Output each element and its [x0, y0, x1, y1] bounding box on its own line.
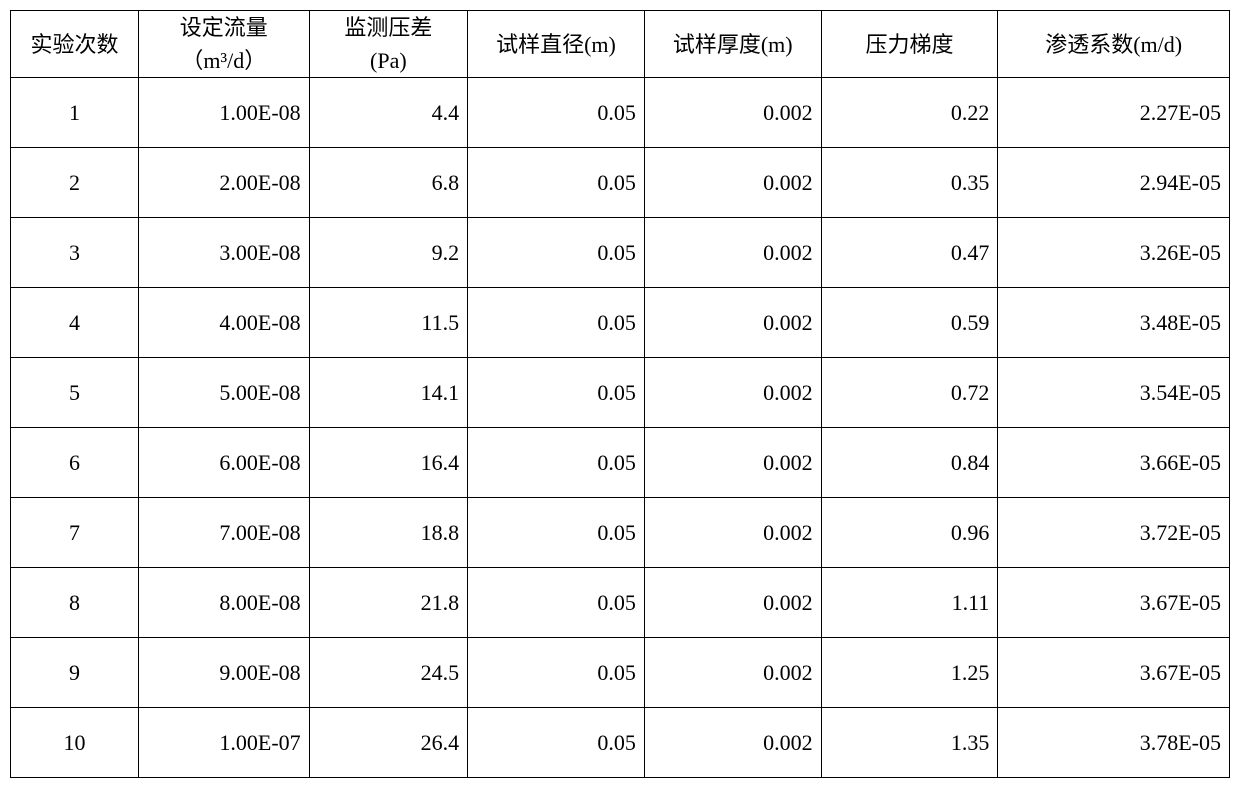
table-cell: 26.4 — [309, 708, 467, 778]
col-header-sample-thickness: 试样厚度(m) — [644, 11, 821, 78]
table-cell: 1.25 — [821, 638, 998, 708]
table-cell: 7 — [11, 498, 139, 568]
table-cell: 1.00E-08 — [138, 78, 309, 148]
table-row: 44.00E-0811.50.050.0020.593.48E-05 — [11, 288, 1230, 358]
col-header-pressure-gradient: 压力梯度 — [821, 11, 998, 78]
table-cell: 8 — [11, 568, 139, 638]
col-header-experiment-count: 实验次数 — [11, 11, 139, 78]
table-cell: 0.47 — [821, 218, 998, 288]
table-cell: 0.96 — [821, 498, 998, 568]
table-cell: 3.78E-05 — [998, 708, 1230, 778]
table-cell: 1.00E-07 — [138, 708, 309, 778]
table-cell: 1 — [11, 78, 139, 148]
table-cell: 18.8 — [309, 498, 467, 568]
table-row: 99.00E-0824.50.050.0021.253.67E-05 — [11, 638, 1230, 708]
table-cell: 0.05 — [468, 78, 645, 148]
table-cell: 0.002 — [644, 148, 821, 218]
table-cell: 2 — [11, 148, 139, 218]
table-cell: 4.4 — [309, 78, 467, 148]
table-cell: 0.05 — [468, 638, 645, 708]
table-cell: 9.00E-08 — [138, 638, 309, 708]
table-cell: 0.05 — [468, 358, 645, 428]
table-cell: 3.26E-05 — [998, 218, 1230, 288]
table-cell: 3.48E-05 — [998, 288, 1230, 358]
table-cell: 2.00E-08 — [138, 148, 309, 218]
table-cell: 0.05 — [468, 288, 645, 358]
table-cell: 2.27E-05 — [998, 78, 1230, 148]
col-header-pressure-diff: 监测压差(Pa) — [309, 11, 467, 78]
table-cell: 3.72E-05 — [998, 498, 1230, 568]
table-cell: 4.00E-08 — [138, 288, 309, 358]
table-cell: 24.5 — [309, 638, 467, 708]
table-row: 33.00E-089.20.050.0020.473.26E-05 — [11, 218, 1230, 288]
table-cell: 3.00E-08 — [138, 218, 309, 288]
table-cell: 9.2 — [309, 218, 467, 288]
table-cell: 16.4 — [309, 428, 467, 498]
table-cell: 10 — [11, 708, 139, 778]
table-cell: 0.002 — [644, 288, 821, 358]
table-cell: 5.00E-08 — [138, 358, 309, 428]
table-cell: 0.72 — [821, 358, 998, 428]
table-cell: 3 — [11, 218, 139, 288]
table-cell: 0.05 — [468, 498, 645, 568]
table-cell: 1.11 — [821, 568, 998, 638]
table-row: 88.00E-0821.80.050.0021.113.67E-05 — [11, 568, 1230, 638]
table-cell: 7.00E-08 — [138, 498, 309, 568]
table-cell: 3.54E-05 — [998, 358, 1230, 428]
table-cell: 8.00E-08 — [138, 568, 309, 638]
col-header-sample-diameter: 试样直径(m) — [468, 11, 645, 78]
table-cell: 0.002 — [644, 358, 821, 428]
table-cell: 0.002 — [644, 638, 821, 708]
header-row: 实验次数 设定流量（m³/d） 监测压差(Pa) 试样直径(m) 试样厚度(m)… — [11, 11, 1230, 78]
table-cell: 0.002 — [644, 428, 821, 498]
table-cell: 11.5 — [309, 288, 467, 358]
table-cell: 3.67E-05 — [998, 638, 1230, 708]
col-header-permeability: 渗透系数(m/d) — [998, 11, 1230, 78]
table-cell: 0.05 — [468, 148, 645, 218]
table-row: 55.00E-0814.10.050.0020.723.54E-05 — [11, 358, 1230, 428]
table-cell: 6 — [11, 428, 139, 498]
table-cell: 0.59 — [821, 288, 998, 358]
table-cell: 21.8 — [309, 568, 467, 638]
col-header-set-flow: 设定流量（m³/d） — [138, 11, 309, 78]
table-cell: 0.05 — [468, 218, 645, 288]
table-cell: 0.002 — [644, 708, 821, 778]
table-cell: 3.66E-05 — [998, 428, 1230, 498]
table-cell: 0.05 — [468, 428, 645, 498]
table-header: 实验次数 设定流量（m³/d） 监测压差(Pa) 试样直径(m) 试样厚度(m)… — [11, 11, 1230, 78]
table-cell: 9 — [11, 638, 139, 708]
table-cell: 0.002 — [644, 78, 821, 148]
table-row: 66.00E-0816.40.050.0020.843.66E-05 — [11, 428, 1230, 498]
table-cell: 0.002 — [644, 568, 821, 638]
table-cell: 0.05 — [468, 568, 645, 638]
table-cell: 5 — [11, 358, 139, 428]
table-cell: 4 — [11, 288, 139, 358]
table-cell: 0.84 — [821, 428, 998, 498]
table-cell: 0.22 — [821, 78, 998, 148]
table-cell: 1.35 — [821, 708, 998, 778]
experiment-data-table: 实验次数 设定流量（m³/d） 监测压差(Pa) 试样直径(m) 试样厚度(m)… — [10, 10, 1230, 778]
table-cell: 0.35 — [821, 148, 998, 218]
table-cell: 14.1 — [309, 358, 467, 428]
table-row: 77.00E-0818.80.050.0020.963.72E-05 — [11, 498, 1230, 568]
table-cell: 6.8 — [309, 148, 467, 218]
table-row: 101.00E-0726.40.050.0021.353.78E-05 — [11, 708, 1230, 778]
table-cell: 0.05 — [468, 708, 645, 778]
table-cell: 0.002 — [644, 218, 821, 288]
table-cell: 3.67E-05 — [998, 568, 1230, 638]
table-cell: 2.94E-05 — [998, 148, 1230, 218]
table-cell: 0.002 — [644, 498, 821, 568]
table-row: 11.00E-084.40.050.0020.222.27E-05 — [11, 78, 1230, 148]
table-cell: 6.00E-08 — [138, 428, 309, 498]
table-row: 22.00E-086.80.050.0020.352.94E-05 — [11, 148, 1230, 218]
table-body: 11.00E-084.40.050.0020.222.27E-0522.00E-… — [11, 78, 1230, 778]
